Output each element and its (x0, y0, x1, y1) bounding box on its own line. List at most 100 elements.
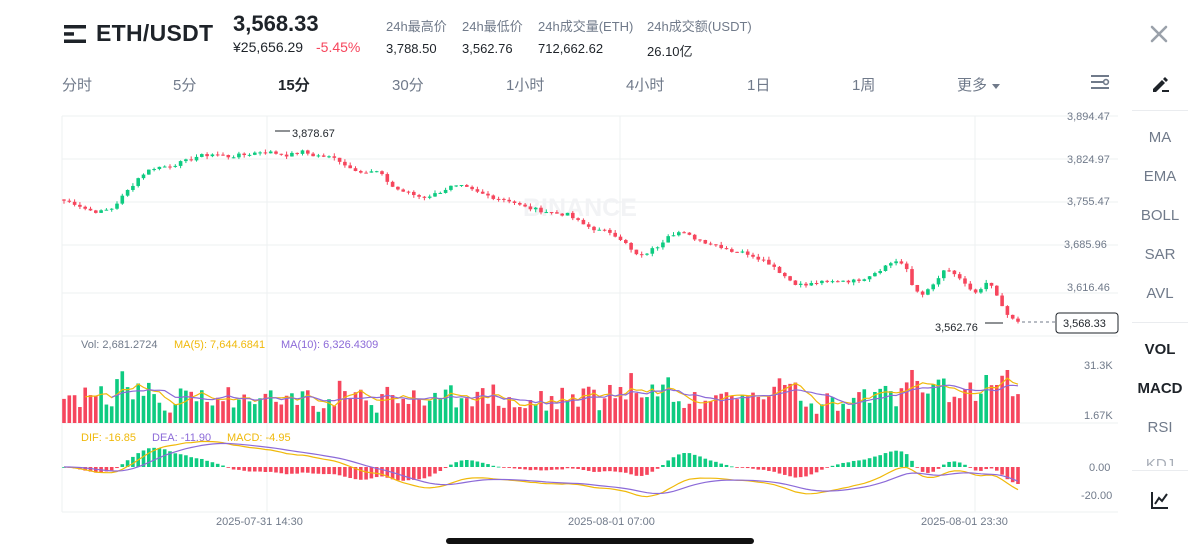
macd-bar (968, 467, 973, 468)
macd-bar (528, 467, 533, 471)
tab-line[interactable]: 分时 (62, 77, 93, 94)
indicator-kdj[interactable]: KDJ (1145, 456, 1175, 466)
volume-bar (634, 393, 639, 423)
divider (1132, 322, 1188, 323)
volume-bar (740, 394, 745, 423)
volume-bar (1016, 394, 1020, 423)
candle-body (957, 274, 962, 279)
candle-body (904, 263, 909, 270)
volume-bar (528, 400, 533, 423)
candle-body (364, 172, 368, 174)
volume-bar (708, 401, 713, 423)
volume-bar (295, 404, 299, 423)
stat-label: 24h成交额(USDT) (647, 19, 752, 34)
candle-body (480, 191, 485, 194)
time-tick: 2025-07-31 14:30 (216, 516, 303, 528)
candle-body (226, 154, 231, 158)
volume-bar (809, 403, 814, 423)
candle-body (290, 152, 294, 157)
macd-bar (618, 467, 623, 473)
candle-body (200, 154, 204, 157)
stat-label: 24h最低价 (462, 19, 523, 34)
candle-body (560, 213, 564, 216)
kline-chart[interactable]: BINANCE 3,894.47 3,824.97 3,755.47 3,685… (0, 100, 1130, 540)
price-grid (61, 115, 1118, 513)
volume-bar (581, 388, 586, 423)
tab-1w[interactable]: 1周 (852, 77, 876, 94)
volume-bar (486, 403, 490, 423)
volume-bar (465, 398, 469, 423)
chart-toggle-icon[interactable] (1150, 490, 1170, 510)
indicator-ema[interactable]: EMA (1143, 168, 1177, 185)
stat-label: 24h最高价 (386, 19, 447, 34)
macd-bar (359, 467, 363, 480)
candle-body (830, 281, 835, 283)
volume-bar (777, 378, 782, 423)
macd-bar (406, 467, 411, 481)
close-icon[interactable] (1146, 21, 1172, 47)
volume-bar (915, 380, 920, 423)
volume-bar (576, 406, 580, 423)
tab-4h[interactable]: 4小时 (626, 77, 665, 94)
candle-body (767, 259, 771, 265)
candle-body (162, 166, 167, 168)
macd-bar (518, 467, 522, 469)
candle-body (454, 185, 458, 187)
volume-bar (104, 404, 109, 423)
candle-body (475, 189, 480, 192)
macd-bar (231, 467, 236, 470)
menu-icon[interactable] (64, 23, 86, 45)
indicator-sar[interactable]: SAR (1144, 246, 1176, 263)
macd-bar (533, 467, 538, 470)
macd-bar (438, 467, 443, 471)
candle-body (141, 174, 146, 179)
volume-bar (989, 385, 994, 423)
time-tick: 2025-08-01 23:30 (921, 516, 1008, 528)
macd-bar (894, 450, 898, 467)
candle-body (518, 202, 522, 205)
volume-bar (502, 407, 506, 423)
volume-bar (364, 400, 368, 423)
tab-15m[interactable]: 15分 (278, 77, 310, 94)
indicator-boll[interactable]: BOLL (1140, 207, 1180, 224)
candle-body (671, 235, 676, 237)
macd-bar (115, 467, 119, 469)
draw-tool-icon[interactable] (1150, 74, 1170, 94)
indicator-vol[interactable]: VOL (1144, 341, 1176, 358)
candle-body (661, 242, 665, 248)
candle-body (380, 171, 384, 175)
tab-1d[interactable]: 1日 (747, 77, 771, 94)
macd-bar (708, 460, 713, 467)
macd-bar (629, 467, 633, 475)
macd-bar (830, 465, 835, 467)
volume-bar (973, 400, 978, 423)
macd-bar (162, 449, 167, 467)
indicator-rsi[interactable]: RSI (1147, 419, 1173, 436)
candle-body (730, 249, 734, 252)
chart-area[interactable]: BINANCE 3,894.47 3,824.97 3,755.47 3,685… (0, 100, 1130, 540)
candle-body (793, 280, 798, 285)
chart-settings-icon[interactable] (1090, 72, 1110, 92)
volume-bar (756, 396, 761, 423)
volume-bar (221, 401, 225, 423)
tab-5m[interactable]: 5分 (173, 77, 197, 94)
candle-body (406, 191, 411, 193)
candle-body (899, 261, 904, 264)
indicator-ma[interactable]: MA (1148, 129, 1172, 146)
indicator-avl[interactable]: AVL (1146, 285, 1174, 302)
divider (1132, 110, 1188, 111)
candle-body (438, 192, 443, 194)
macd-bar (947, 461, 951, 467)
home-indicator (446, 538, 754, 544)
tab-30m[interactable]: 30分 (392, 77, 424, 94)
macd-bar (979, 467, 983, 471)
tab-1h[interactable]: 1小时 (506, 77, 545, 94)
indicator-macd[interactable]: MACD (1137, 380, 1183, 397)
volume-bar (412, 390, 416, 423)
macd-bar (576, 467, 580, 469)
tab-more[interactable]: 更多 (957, 74, 1001, 95)
macd-bar (767, 467, 771, 471)
volume-bar (857, 392, 861, 423)
trading-pair[interactable]: ETH/USDT (96, 20, 214, 46)
volume-bar (480, 388, 485, 423)
